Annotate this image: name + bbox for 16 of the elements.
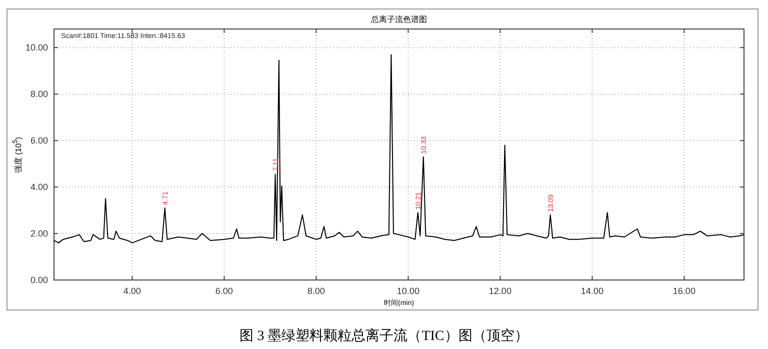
caption: 图 3 墨绿塑料颗粒总离子流（TIC）图（顶空） — [240, 328, 528, 344]
y-tick-label: 8.00 — [30, 89, 48, 100]
y-tick-label: 0.00 — [30, 275, 48, 285]
x-tick-label: 4.00 — [123, 286, 141, 296]
x-tick-label: 8.00 — [307, 286, 325, 296]
x-tick-label: 14.00 — [580, 286, 604, 296]
y-tick-label: 2.00 — [30, 228, 48, 239]
y-tick-label: 4.00 — [30, 182, 48, 192]
y-tick-label: 10.00 — [25, 42, 48, 53]
line-series — [54, 54, 744, 244]
x-tick-label: 16.00 — [672, 286, 696, 296]
chart-title: 总离子流色谱图 — [370, 15, 427, 24]
x-tick-label: 12.00 — [488, 286, 512, 296]
x-tick-label: 10.00 — [396, 286, 420, 296]
y-tick-label: 6.00 — [30, 136, 48, 146]
x-tick-label: 6.00 — [215, 286, 233, 296]
